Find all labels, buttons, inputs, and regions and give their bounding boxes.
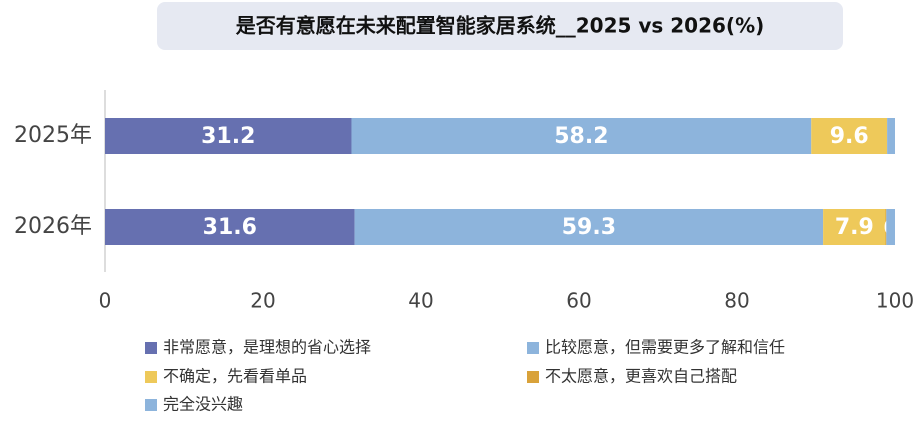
legend-label: 完全没兴趣 [163,395,243,414]
bar-segment [105,209,355,245]
data-label: 0 [894,126,906,148]
y-tick-label: 2026年 [14,214,92,239]
data-label: 59.3 [562,215,616,240]
x-tick-label: 60 [566,289,591,313]
bar-segment [351,118,812,154]
data-label: 7.9 [835,215,874,240]
bar-segment [886,209,895,245]
legend-label: 不太愿意，更喜欢自己搭配 [545,367,737,386]
legend-swatch [527,371,539,383]
x-tick-label: 100 [876,289,914,313]
x-tick-label: 40 [408,289,433,313]
data-label: 58.2 [554,124,608,149]
legend-swatch [145,371,157,383]
data-label: 31.6 [203,215,257,240]
legend-swatch [145,399,157,411]
legend-label: 非常愿意，是理想的省心选择 [163,338,371,357]
bar-segment [811,118,888,154]
legend-label: 比较愿意，但需要更多了解和信任 [545,338,785,357]
x-tick-label: 20 [250,289,275,313]
legend-label: 不确定，先看看单品 [163,367,307,386]
bar-segment [354,209,824,245]
bar-segment [885,209,887,245]
bar-segment [887,118,895,154]
legend-swatch [527,342,539,354]
y-tick-label: 2025年 [14,123,92,148]
x-tick-label: 80 [724,289,749,313]
legend-swatch [145,342,157,354]
bar-segment [823,209,886,245]
data-label: 31.2 [201,124,255,149]
chart-title: 是否有意愿在未来配置智能家居系统__2025 vs 2026(%) [235,14,765,38]
title-box [157,2,843,50]
data-label: 9.6 [830,124,869,149]
x-tick-label: 0 [99,289,112,313]
bar-segment [105,118,352,154]
